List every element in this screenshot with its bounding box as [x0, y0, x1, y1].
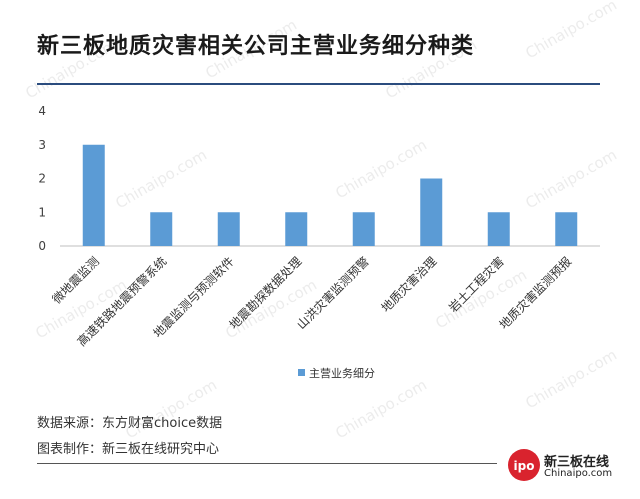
y-tick-label: 2: [38, 172, 46, 186]
chinaipo-logo: ipo 新三板在线 Chinaipo.com: [508, 449, 618, 483]
bar: [217, 212, 240, 246]
y-tick-label: 1: [38, 205, 46, 219]
legend-swatch: [298, 369, 305, 376]
bar: [352, 212, 375, 246]
x-tick-label: 地质灾害治理: [378, 254, 440, 316]
bar: [487, 212, 510, 246]
y-tick-label: 4: [38, 104, 46, 118]
logo-site-text: Chinaipo.com: [544, 468, 613, 479]
data-source: 数据来源：东方财富choice数据: [37, 416, 223, 431]
bar: [285, 212, 308, 246]
bar: [150, 212, 173, 246]
y-tick-label: 3: [38, 138, 46, 152]
chart-maker: 图表制作：新三板在线研究中心: [37, 442, 220, 457]
bar: [82, 144, 105, 246]
title-rule: [37, 83, 600, 85]
logo-icon: ipo: [508, 449, 540, 481]
y-tick-label: 0: [38, 239, 46, 253]
x-tick-label: 微地震监测: [50, 254, 102, 306]
x-tick-label: 地震勘探数据处理: [226, 254, 304, 332]
footer-rule: [37, 463, 497, 464]
x-tick-label: 岩土工程灾害: [445, 254, 507, 316]
x-tick-label: 地质灾害监测预报: [496, 254, 574, 332]
logo-brand-text: 新三板在线: [544, 455, 610, 470]
x-tick-label: 山洪灾害监测预警: [293, 254, 371, 332]
legend-label: 主营业务细分: [309, 366, 375, 380]
page-title: 新三板地质灾害相关公司主营业务细分种类: [37, 34, 475, 59]
bar: [555, 212, 578, 246]
bar: [420, 178, 443, 246]
